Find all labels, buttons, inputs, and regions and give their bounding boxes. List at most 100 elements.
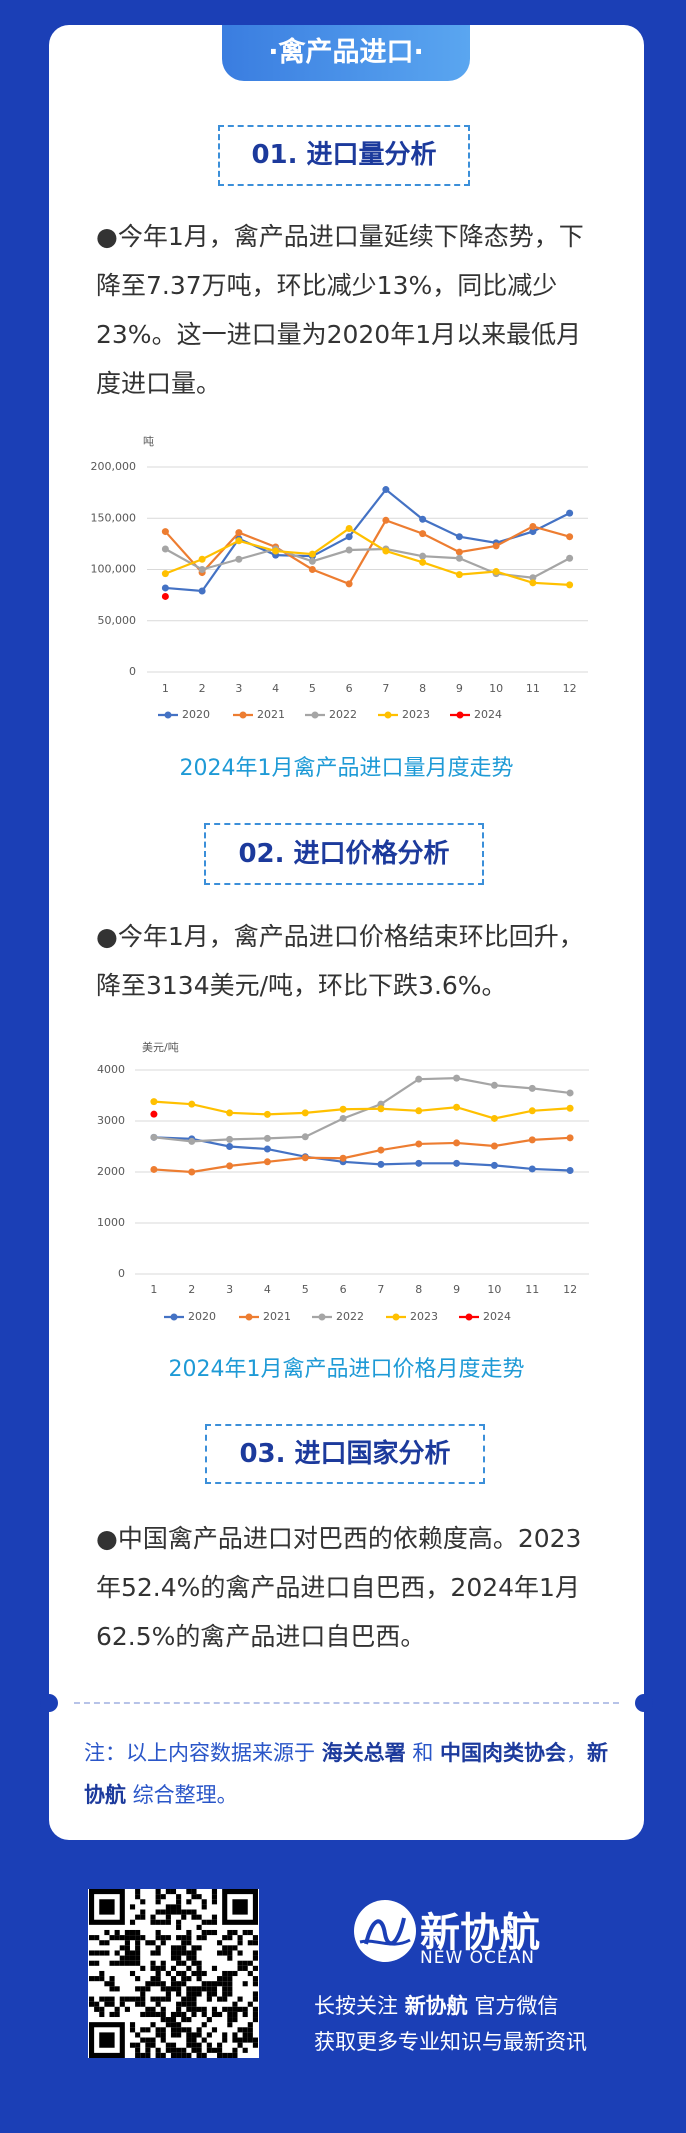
data-point xyxy=(528,1136,536,1144)
x-tick-label: 10 xyxy=(487,1283,501,1296)
qr-cell xyxy=(160,2032,166,2038)
qr-cell xyxy=(155,2032,161,2038)
qr-cell xyxy=(181,1940,187,1946)
qr-cell xyxy=(242,2027,248,2033)
qr-cell xyxy=(124,1996,130,2002)
qr-cell xyxy=(135,1889,141,1895)
section-heading: 03. 进口国家分析 xyxy=(205,1424,485,1484)
qr-cell xyxy=(191,2006,197,2012)
qr-cell xyxy=(119,1960,125,1966)
qr-cell xyxy=(124,1955,130,1961)
qr-cell xyxy=(160,1986,166,1992)
qr-cell xyxy=(160,1960,166,1966)
qr-cell xyxy=(109,1996,115,2002)
qr-cell xyxy=(201,2052,207,2058)
qr-cell xyxy=(242,2037,248,2043)
x-tick-label: 12 xyxy=(563,682,577,695)
qr-cell xyxy=(222,1976,228,1982)
x-tick-label: 7 xyxy=(382,682,389,695)
qr-cell xyxy=(196,1960,202,1966)
data-point xyxy=(528,1165,536,1173)
qr-cell xyxy=(135,2042,141,2048)
qr-cell xyxy=(145,2011,151,2018)
qr-cell xyxy=(94,2001,100,2007)
qr-cell xyxy=(119,1955,125,1961)
y-axis-label: 吨 xyxy=(143,435,154,448)
data-point xyxy=(529,579,537,587)
qr-cell xyxy=(252,1981,258,1987)
qr-cell xyxy=(232,2037,238,2043)
qr-cell xyxy=(140,2001,146,2007)
y-tick-label: 3000 xyxy=(97,1114,125,1127)
qr-cell xyxy=(99,1950,105,1956)
data-point xyxy=(528,1084,536,1092)
series-line xyxy=(153,1136,571,1172)
qr-cell xyxy=(201,1919,207,1925)
qr-cell xyxy=(222,1935,228,1941)
qr-cell xyxy=(160,2017,166,2023)
qr-cell xyxy=(155,2027,161,2033)
qr-cell xyxy=(217,1950,223,1956)
qr-cell xyxy=(186,1940,192,1946)
qr-cell xyxy=(237,2027,243,2033)
qr-cell xyxy=(252,1965,258,1971)
qr-cell xyxy=(176,2006,182,2012)
qr-cell xyxy=(170,2047,177,2053)
qr-cell xyxy=(160,1894,166,1900)
qr-cell xyxy=(150,2042,156,2048)
qr-cell xyxy=(119,1935,125,1941)
qr-cell xyxy=(206,2042,212,2048)
data-point xyxy=(308,550,316,558)
qr-cell xyxy=(176,2047,182,2053)
qr-finder xyxy=(232,1899,248,1915)
qr-cell xyxy=(160,2006,166,2012)
qr-cell xyxy=(145,2042,151,2048)
qr-cell xyxy=(160,1909,166,1915)
qr-cell xyxy=(186,1950,192,1956)
qr-cell xyxy=(145,2027,151,2033)
qr-cell xyxy=(160,2052,166,2058)
qr-cell xyxy=(211,2011,218,2018)
qr-cell xyxy=(109,1976,115,1982)
qr-cell xyxy=(176,1904,182,1910)
y-tick-label: 0 xyxy=(118,1267,125,1280)
qr-cell xyxy=(196,2047,202,2053)
qr-cell xyxy=(186,2052,192,2058)
qr-cell xyxy=(165,1904,171,1910)
card xyxy=(49,25,644,1840)
x-tick-label: 4 xyxy=(264,1283,271,1296)
brand: 新协航 xyxy=(420,1910,540,1956)
data-point xyxy=(455,554,463,562)
qr-cell xyxy=(186,1996,192,2002)
data-point xyxy=(339,1105,347,1113)
data-point xyxy=(566,533,574,541)
qr-cell xyxy=(181,1935,187,1941)
qr-cell xyxy=(191,1950,197,1956)
qr-cell xyxy=(129,1955,136,1961)
qr-cell xyxy=(170,2032,177,2038)
qr-cell xyxy=(155,1899,161,1905)
qr-cell xyxy=(155,1976,161,1982)
qr-cell xyxy=(252,2011,258,2018)
qr-cell xyxy=(232,2047,238,2053)
qr-cell xyxy=(135,2001,141,2007)
qr-cell xyxy=(186,2037,192,2043)
x-tick-label: 5 xyxy=(302,1283,309,1296)
data-point xyxy=(161,592,169,600)
qr-cell xyxy=(206,1919,212,1925)
x-tick-label: 3 xyxy=(226,1283,233,1296)
qr-cell xyxy=(222,2006,228,2012)
qr-cell xyxy=(211,1991,218,1997)
qr-cell xyxy=(114,1960,120,1966)
header-tab: ·禽产品进口· xyxy=(222,25,470,81)
qr-cell xyxy=(232,2011,238,2018)
qr-cell xyxy=(211,1899,218,1905)
data-point xyxy=(308,557,316,565)
qr-cell xyxy=(196,2042,202,2048)
data-point xyxy=(188,1100,196,1108)
qr-cell xyxy=(242,1960,248,1966)
qr-cell xyxy=(150,1919,156,1925)
qr-cell xyxy=(165,2047,171,2053)
data-point xyxy=(301,1154,309,1162)
